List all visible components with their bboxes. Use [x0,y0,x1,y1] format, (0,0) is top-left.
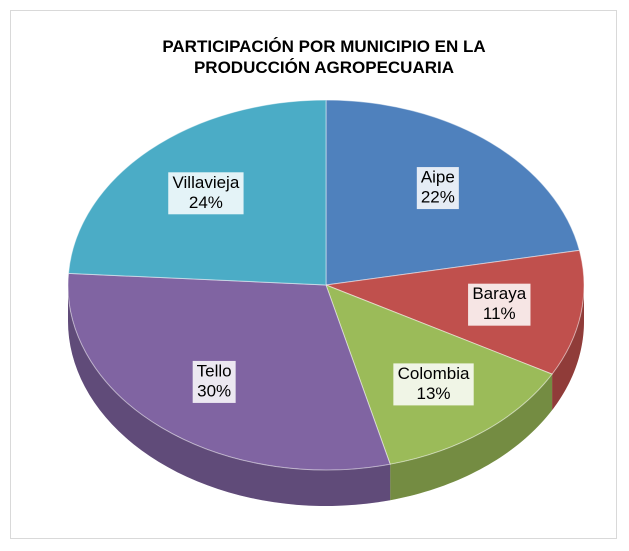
slice-side [552,285,584,411]
value-label: 11% [483,304,516,323]
category-label: Aipe [421,168,455,187]
value-label: 22% [421,188,455,207]
chart-frame [10,10,617,539]
data-label-box [468,283,531,326]
slice-side [68,285,391,506]
chart-title: PARTICIPACIÓN POR MUNICIPIO EN LA PRODUC… [162,37,486,77]
data-label-box [416,167,459,210]
category-label: Tello [197,361,232,380]
slice-side [390,374,553,501]
slice-side-shade [68,285,391,506]
slice-side-shade [390,374,553,501]
slice-side-shade [552,285,584,411]
category-label: Colombia [398,364,470,383]
slice [324,249,585,375]
data-label-box [168,172,244,215]
value-label: 24% [189,193,223,212]
value-label: 30% [197,381,231,400]
category-label: Villavieja [173,173,240,192]
category-label: Baraya [472,284,526,303]
data-label-box [393,363,474,406]
data-label-box [192,360,236,403]
value-label: 13% [417,384,451,403]
